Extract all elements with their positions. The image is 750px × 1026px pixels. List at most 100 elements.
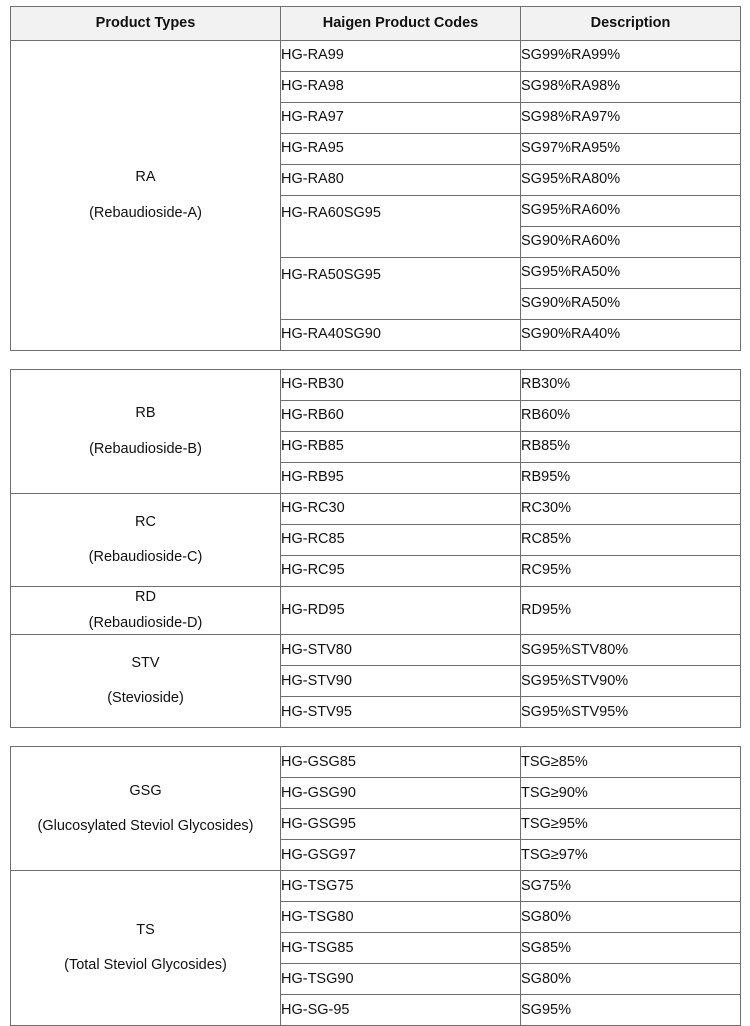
description-cell: TSG≥95% [520,808,741,841]
description-cell: RC95% [520,555,741,587]
product-code-cell: HG-RB85 [280,431,521,463]
table-ra: Product Types Haigen Product Codes Descrip… [10,6,741,351]
product-code-cell: HG-RA98 [280,71,521,103]
table-row: SG90%RA60% [11,226,741,258]
product-type-cell: RC (Rebaudioside-C) [10,493,281,587]
description-cell: SG95%STV90% [520,665,741,698]
table-header-row: Product Types Haigen Product Codes Descrip… [10,6,741,41]
table-row: RC (Rebaudioside-C) HG-RC30 RC30% [10,493,741,587]
product-code-cell: HG-RA60SG95 [280,195,521,258]
column-header-product-types: Product Types [10,6,281,41]
product-type-cell: RD (Rebaudioside-D) [10,585,281,636]
product-type-full-name: (Rebaudioside-C) [88,549,203,565]
column-header-description: Description [520,6,741,41]
description-cell: SG97%RA95% [520,133,741,165]
description-cell: SG90%RA40% [520,319,741,351]
product-code-cell: HG-TSG85 [280,932,521,965]
product-code-cell: HG-GSG97 [280,839,521,872]
table-row: HG-STV90 SG95%STV90% [11,665,741,698]
table-row: HG-GSG95 TSG≥95% [11,808,741,841]
description-cell: SG98%RA98% [520,71,741,103]
table-row: HG-RA95 SG97%RA95% [11,133,741,165]
table-body: RA (Rebaudioside-A) HG-RA99 SG99%RA99% HG-RA… [10,40,741,351]
table-row: HG-TSG85 SG85% [11,932,741,965]
product-type-abbreviation: RA [135,169,156,186]
product-code-cell: HG-STV95 [280,696,521,729]
description-cell: RB95% [520,462,741,494]
product-type-full-name: (Rebaudioside-D) [88,615,203,632]
table-row: HG-RA60SG95 SG95%RA60% [11,195,741,258]
description-cell: SG99%RA99% [520,40,741,72]
description-cell: RB30% [520,369,741,401]
product-code-cell: HG-RA40SG90 [280,319,521,351]
product-type-full-name: (Rebaudioside-B) [89,440,202,457]
table-row: GSG (Glucosylated Steviol Glycosides) HG-G… [10,746,741,872]
description-cell: TSG≥97% [520,839,741,872]
product-code-cell: HG-RB30 [280,369,521,401]
table-row: HG-RA40SG90 SG90%RA40% [11,319,741,351]
table-row: HG-RB60 RB60% [11,400,741,432]
description-cell: SG95%STV95% [520,696,741,729]
table-row: HG-RA50SG95 SG95%RA50% [11,257,741,320]
product-code-cell: HG-RC95 [280,555,521,587]
product-code-cell: HG-TSG90 [280,963,521,996]
description-cell: SG75% [520,870,741,903]
table-row: HG-RC95 RC95% [11,555,741,587]
description-cell: RB85% [520,431,741,463]
product-code-cell: HG-RC30 [280,493,521,525]
description-cell: SG98%RA97% [520,102,741,134]
product-code-cell: HG-TSG80 [280,901,521,934]
table-row: RB (Rebaudioside-B) HG-RB30 RB30% [10,369,741,494]
description-cell: SG95%RA50% [520,257,741,289]
product-type-cell: RB (Rebaudioside-B) [10,369,281,494]
product-code-cell: HG-RC85 [280,524,521,556]
table-rb-rc-rd-stv: RB (Rebaudioside-B) HG-RB30 RB30% HG-RB60 RB6… [10,369,741,729]
table-row: HG-RA97 SG98%RA97% [11,102,741,134]
description-cell: SG95% [520,994,741,1026]
product-type-cell: TS (Total Steviol Glycosides) [10,870,281,1026]
product-code-cell: HG-RA50SG95 [280,257,521,320]
product-code-cell: HG-RA99 [280,40,521,72]
product-type-abbreviation: RC [135,513,156,530]
product-type-full-name: (Total Steviol Glycosides) [64,957,227,974]
description-cell: SG95%RA80% [520,164,741,196]
product-code-cell: HG-STV80 [280,634,521,667]
product-code-cell: HG-RD95 [280,585,521,636]
table-row: RD (Rebaudioside-D) HG-RD95 RD95% [10,585,741,636]
description-cell: SG90%RA50% [520,288,741,320]
description-cell: SG80% [520,963,741,996]
table-gsg-ts: GSG (Glucosylated Steviol Glycosides) HG-G… [10,746,741,1026]
description-cell: SG95%STV80% [520,634,741,667]
product-type-abbreviation: GSG [129,782,162,799]
product-type-abbreviation: TS [136,922,155,939]
product-type-full-name: (Stevioside) [107,690,184,707]
product-type-abbreviation: RB [135,405,156,422]
table-row: HG-STV95 SG95%STV95% [11,696,741,729]
description-cell: RC85% [520,524,741,556]
table-row: RA (Rebaudioside-A) HG-RA99 SG99%RA99% [10,40,741,351]
product-code-cell: HG-GSG95 [280,808,521,841]
table-row: TS (Total Steviol Glycosides) HG-TSG75 SG75… [10,870,741,1026]
product-code-cell: HG-GSG85 [280,746,521,779]
table-body: RB (Rebaudioside-B) HG-RB30 RB30% HG-RB60 RB6… [10,369,741,729]
product-type-full-name: (Glucosylated Steviol Glycosides) [37,817,254,834]
product-code-cell: HG-RB95 [280,462,521,494]
table-row: HG-GSG90 TSG≥90% [11,777,741,810]
table-body: GSG (Glucosylated Steviol Glycosides) HG-G… [10,746,741,1026]
product-code-cell: HG-TSG75 [280,870,521,903]
product-code-cell: HG-STV90 [280,665,521,698]
description-cell: RB60% [520,400,741,432]
table-row: HG-RA98 SG98%RA98% [11,71,741,103]
description-cell: SG90%RA60% [520,226,741,258]
product-type-abbreviation: RD [135,589,156,605]
product-code-cell: HG-SG-95 [280,994,521,1026]
description-cell: SG95%RA60% [520,195,741,227]
description-cell: TSG≥85% [520,746,741,779]
description-cell: SG80% [520,901,741,934]
product-type-cell: STV (Stevioside) [10,634,281,729]
product-code-cell: HG-RB60 [280,400,521,432]
product-code-cell: HG-RA80 [280,164,521,196]
product-type-abbreviation: STV [131,655,160,672]
description-cell: RC30% [520,493,741,525]
